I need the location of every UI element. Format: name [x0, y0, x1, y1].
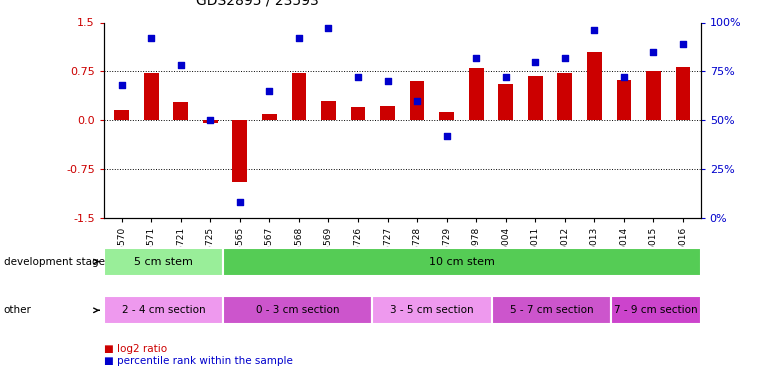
- Bar: [233, 120, 247, 182]
- Bar: [114, 110, 129, 120]
- Text: 0 - 3 cm section: 0 - 3 cm section: [256, 305, 340, 315]
- Bar: [144, 73, 159, 120]
- Bar: [646, 71, 661, 120]
- Point: [263, 88, 276, 94]
- Bar: [410, 81, 424, 120]
- Point: [588, 27, 601, 33]
- Point: [293, 35, 305, 41]
- Point: [677, 41, 689, 47]
- Text: 10 cm stem: 10 cm stem: [429, 256, 495, 267]
- Bar: [292, 73, 306, 120]
- Bar: [203, 120, 218, 123]
- Bar: [675, 67, 691, 120]
- Text: 3 - 5 cm section: 3 - 5 cm section: [390, 305, 474, 315]
- Point: [145, 35, 157, 41]
- Bar: [617, 80, 631, 120]
- Text: 5 cm stem: 5 cm stem: [134, 256, 193, 267]
- Bar: [321, 100, 336, 120]
- Bar: [528, 76, 543, 120]
- Text: GDS2895 / 23593: GDS2895 / 23593: [196, 0, 319, 8]
- Bar: [469, 68, 484, 120]
- Point: [500, 74, 512, 80]
- Text: ■ log2 ratio: ■ log2 ratio: [104, 344, 167, 354]
- Bar: [557, 73, 572, 120]
- Point: [411, 98, 424, 104]
- Point: [352, 74, 364, 80]
- Text: ■ percentile rank within the sample: ■ percentile rank within the sample: [104, 356, 293, 366]
- Bar: [439, 111, 454, 120]
- Text: 5 - 7 cm section: 5 - 7 cm section: [510, 305, 594, 315]
- Bar: [380, 106, 395, 120]
- Text: 7 - 9 cm section: 7 - 9 cm section: [614, 305, 698, 315]
- Text: 2 - 4 cm section: 2 - 4 cm section: [122, 305, 206, 315]
- Bar: [173, 102, 188, 120]
- Point: [116, 82, 128, 88]
- Bar: [350, 107, 366, 120]
- Point: [323, 26, 335, 32]
- Point: [440, 133, 453, 139]
- Bar: [498, 84, 513, 120]
- Bar: [262, 114, 276, 120]
- Point: [233, 199, 246, 205]
- Point: [175, 62, 187, 68]
- Point: [648, 49, 660, 55]
- Point: [204, 117, 216, 123]
- Bar: [587, 52, 601, 120]
- Text: development stage: development stage: [4, 256, 105, 267]
- Point: [381, 78, 393, 84]
- Point: [618, 74, 630, 80]
- Point: [470, 55, 482, 61]
- Text: other: other: [4, 305, 32, 315]
- Point: [529, 58, 541, 64]
- Point: [559, 55, 571, 61]
